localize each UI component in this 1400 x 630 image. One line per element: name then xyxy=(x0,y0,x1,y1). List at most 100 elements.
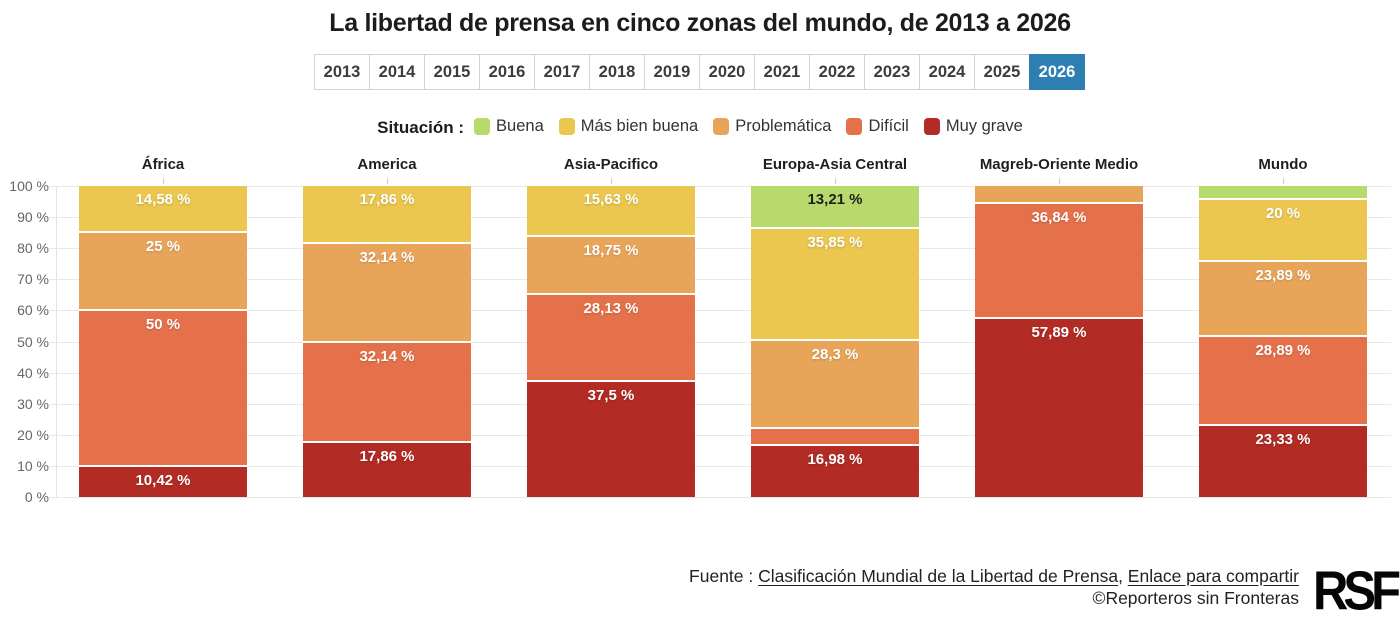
bar-segment[interactable]: 10,42 % xyxy=(79,464,247,497)
gridline xyxy=(49,279,1391,281)
bar-segment[interactable]: 28,13 % xyxy=(527,292,695,381)
legend-item[interactable]: Problemática xyxy=(713,117,831,136)
year-tab-2021[interactable]: 2021 xyxy=(754,54,810,90)
column-tick xyxy=(1059,178,1060,184)
year-tab-2014[interactable]: 2014 xyxy=(369,54,425,90)
bar-segment[interactable]: 16,98 % xyxy=(751,444,919,497)
bar-segment[interactable]: 23,33 % xyxy=(1199,424,1367,497)
legend-item[interactable]: Muy grave xyxy=(923,116,1023,136)
source-line: Fuente : Clasificación Mundial de la Lib… xyxy=(689,565,1299,587)
chart-area: 100 % 90 % 80 % 70 % 60 % 50 % 40 % 30 % 20 % 10 … xyxy=(0,156,1400,505)
gridline xyxy=(49,341,1391,343)
year-tab-2022[interactable]: 2022 xyxy=(809,54,865,90)
segment-value-label: 37,5 % xyxy=(587,387,635,405)
bar-segment[interactable] xyxy=(1199,186,1367,199)
year-tab-2020[interactable]: 2020 xyxy=(699,54,755,90)
bar-segment[interactable]: 35,85 % xyxy=(751,227,919,339)
stacked-bar: 36,84 % 57,89 % xyxy=(975,186,1143,497)
gridline xyxy=(49,434,1391,436)
segment-value-label: 18,75 % xyxy=(583,241,639,259)
segment-value-label: 10,42 % xyxy=(135,471,191,489)
y-axis-label: 90 % xyxy=(17,209,49,226)
year-tab-2026[interactable]: 2026 xyxy=(1029,54,1085,90)
bar-segment[interactable]: 28,3 % xyxy=(751,338,919,427)
legend-item[interactable]: Difícil xyxy=(846,116,909,136)
column-title: Mundo xyxy=(1258,156,1308,173)
segment-value-label: 13,21 % xyxy=(807,191,863,208)
bar-segment[interactable]: 20 % xyxy=(1199,198,1367,261)
rsf-logo: RSF xyxy=(1313,561,1400,622)
year-tab-2025[interactable]: 2025 xyxy=(974,54,1030,90)
y-axis-label: 30 % xyxy=(17,395,49,412)
segment-value-label: 17,86 % xyxy=(359,448,415,466)
stacked-bar: 15,63 % 18,75 % 28,13 % 37,5 % xyxy=(527,186,695,497)
bar-segment[interactable]: 13,21 % xyxy=(751,186,919,228)
bar-segment[interactable]: 18,75 % xyxy=(527,234,695,293)
plot-area: 100 % 90 % 80 % 70 % 60 % 50 % 40 % 30 % 20 % 10 … xyxy=(9,156,1392,505)
bar-segment[interactable]: 50 % xyxy=(79,309,247,465)
legend-title: Situación : xyxy=(377,118,465,137)
legend-swatch xyxy=(713,117,730,135)
legend-item[interactable]: Buena xyxy=(474,117,544,136)
y-axis-label: 10 % xyxy=(17,457,49,474)
year-tab-2024[interactable]: 2024 xyxy=(919,54,975,90)
year-tab-2019[interactable]: 2019 xyxy=(644,54,700,90)
bar-segment[interactable]: 25 % xyxy=(79,231,247,310)
year-tab-2023[interactable]: 2023 xyxy=(864,54,920,90)
legend-swatch xyxy=(923,117,940,135)
column-tick xyxy=(1283,178,1284,184)
legend-label: Difícil xyxy=(868,116,909,135)
chart-title: La libertad de prensa en cinco zonas del… xyxy=(329,9,1071,37)
segment-value-label: 28,13 % xyxy=(583,299,639,317)
bar-segment[interactable]: 15,63 % xyxy=(527,186,695,235)
source-link[interactable]: Clasificación Mundial de la Libertad de … xyxy=(758,565,1119,586)
y-axis-label: 0 % xyxy=(24,489,49,505)
bar-segment[interactable]: 36,84 % xyxy=(975,202,1143,317)
bar-segment[interactable]: 23,89 % xyxy=(1199,260,1367,335)
column-title: Europa-Asia Central xyxy=(762,156,908,173)
gridline xyxy=(49,217,1391,219)
segment-value-label: 17,86 % xyxy=(359,191,415,208)
bar-segment[interactable]: 28,89 % xyxy=(1199,334,1367,425)
bar-segment[interactable]: 37,5 % xyxy=(527,380,695,497)
year-tab-2013[interactable]: 2013 xyxy=(314,54,370,90)
segment-value-label: 36,84 % xyxy=(1031,209,1087,227)
stacked-bar: 14,58 % 25 % 50 % 10,42 % xyxy=(79,186,247,497)
year-tab-2018[interactable]: 2018 xyxy=(589,54,645,90)
legend-swatch xyxy=(558,117,575,135)
year-tabs: 2013 2014 2015 2016 2017 2018 2019 2020 2021 2022… xyxy=(0,54,1400,90)
y-axis-label: 100 % xyxy=(9,178,49,194)
bar-segment[interactable]: 17,86 % xyxy=(303,441,471,497)
bar-segment[interactable]: 17,86 % xyxy=(303,186,471,242)
stacked-bar: 17,86 % 32,14 % 32,14 % 17,86 % xyxy=(303,186,471,497)
segment-value-label: 14,58 % xyxy=(135,191,191,208)
bar-segment[interactable]: 57,89 % xyxy=(975,316,1143,497)
y-axis-label: 80 % xyxy=(17,240,49,257)
year-tab-2016[interactable]: 2016 xyxy=(479,54,535,90)
year-tab-2017[interactable]: 2017 xyxy=(534,54,590,90)
bar-segment[interactable] xyxy=(751,426,919,445)
column-tick xyxy=(387,178,388,184)
legend-label: Muy grave xyxy=(945,116,1023,135)
legend-items: Buena Más bien buena Problemática Difícil Mu… xyxy=(474,117,1023,140)
y-axis-label: 50 % xyxy=(17,333,49,350)
gridline xyxy=(49,186,1391,187)
segment-value-label: 35,85 % xyxy=(807,234,863,252)
bar-segment[interactable]: 14,58 % xyxy=(79,186,247,232)
column-title: Magreb-Oriente Medio xyxy=(979,156,1139,173)
legend-item[interactable]: Más bien buena xyxy=(558,117,698,136)
bar-segment[interactable]: 32,14 % xyxy=(303,341,471,442)
year-tab-2015[interactable]: 2015 xyxy=(424,54,480,90)
bar-segment[interactable] xyxy=(975,186,1143,203)
y-axis-label: 20 % xyxy=(17,426,49,443)
y-axis-label: 60 % xyxy=(17,302,49,319)
source-prefix: Fuente : xyxy=(689,565,759,586)
source-separator: , xyxy=(1118,565,1128,586)
share-link[interactable]: Enlace para compartir xyxy=(1127,565,1299,586)
column-tick xyxy=(611,178,612,184)
segment-value-label: 32,14 % xyxy=(359,248,415,266)
footer: Fuente : Clasificación Mundial de la Lib… xyxy=(689,564,1400,619)
bar-segment[interactable]: 32,14 % xyxy=(303,241,471,342)
gridline xyxy=(49,310,1391,312)
segment-value-label: 15,63 % xyxy=(583,191,639,208)
